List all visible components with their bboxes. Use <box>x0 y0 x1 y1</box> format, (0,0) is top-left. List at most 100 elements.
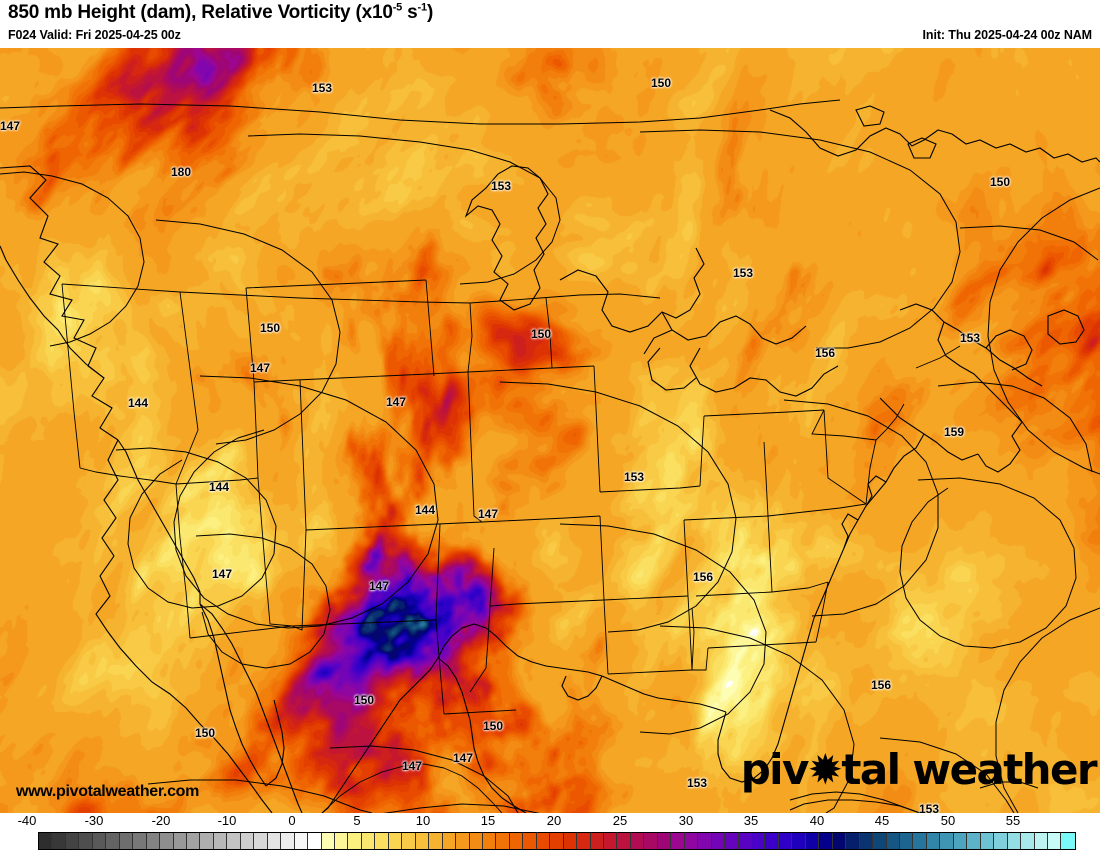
title-end-text: ) <box>426 2 434 23</box>
colorbar-cell <box>550 833 564 849</box>
colorbar-cell <box>456 833 470 849</box>
colorbar-cell <box>39 833 53 849</box>
colorbar-cell <box>415 833 430 849</box>
colorbar-cell <box>361 833 376 849</box>
colorbar-cell <box>523 833 537 849</box>
colorbar-cell <box>321 833 335 849</box>
site-url-watermark: www.pivotalweather.com <box>16 783 200 800</box>
logo-suffix-text: tal weather <box>841 745 1097 794</box>
colorbar-cell <box>375 833 389 849</box>
coastlines-and-borders <box>0 106 1100 813</box>
title-main-text: 850 mb Height (dam), Relative Vorticity … <box>8 2 393 23</box>
colorbar-cell <box>429 833 443 849</box>
colorbar-cell <box>119 833 134 849</box>
colorbar-tick-label: -20 <box>151 813 171 828</box>
logo-prefix-text: piv <box>740 745 810 794</box>
colorbar-tick-label: 55 <box>1005 813 1021 828</box>
colorbar-cell <box>926 833 941 849</box>
colorbar-cell <box>805 833 820 849</box>
colorbar-cell <box>442 833 457 849</box>
colorbar-cell <box>160 833 174 849</box>
colorbar-cell <box>792 833 806 849</box>
title-middle-text: s <box>402 2 418 23</box>
colorbar-cell <box>186 833 201 849</box>
colorbar-cell <box>267 833 282 849</box>
colorbar-cell <box>873 833 887 849</box>
map-header: 850 mb Height (dam), Relative Vorticity … <box>0 0 1100 48</box>
asterisk-icon: ✹ <box>807 745 843 794</box>
colorbar-cell <box>213 833 228 849</box>
colorbar-tick-label: 35 <box>743 813 759 828</box>
colorbar-cell <box>967 833 981 849</box>
colorbar-cell <box>913 833 927 849</box>
colorbar-cell <box>65 833 80 849</box>
colorbar-cell <box>604 833 618 849</box>
colorbar-tick-label: -10 <box>217 813 237 828</box>
colorbar-cell <box>738 833 753 849</box>
colorbar-cell <box>832 833 847 849</box>
colorbar-cell <box>752 833 766 849</box>
colorbar-tick-label: -30 <box>84 813 104 828</box>
colorbar-cell <box>590 833 605 849</box>
colorbar-cell <box>940 833 954 849</box>
colorbar-cell <box>644 833 658 849</box>
colorbar-tick-label: 5 <box>353 813 361 828</box>
title-exponent-2: -1 <box>417 1 428 14</box>
colorbar-cell <box>725 833 739 849</box>
colorbar-cell <box>402 833 416 849</box>
colorbar-tick-label: 15 <box>480 813 496 828</box>
colorbar-cell <box>617 833 631 849</box>
colorbar-cell <box>240 833 255 849</box>
map-canvas[interactable]: 153 150 147 180 153 150 153 150 150 153 156 147 147 1… <box>0 48 1100 814</box>
colorbar-cell <box>886 833 900 849</box>
colorbar-cell <box>52 833 66 849</box>
colorbar-tick-label: 50 <box>940 813 956 828</box>
colorbar-cell <box>496 833 510 849</box>
colorbar-cell <box>980 833 995 849</box>
colorbar-cell <box>281 833 295 849</box>
colorbar-cell <box>563 833 578 849</box>
colorbar-cell <box>684 833 699 849</box>
colorbar-cell <box>79 833 93 849</box>
colorbar-tick-labels: -40 -30 -20 -10 0 5 10 15 20 25 30 35 40 45 50 55 <box>0 813 1100 831</box>
colorbar-cell <box>994 833 1008 849</box>
colorbar-cell <box>146 833 161 849</box>
valid-time-label: F024 Valid: Fri 2025-04-25 00z <box>8 28 181 42</box>
colorbar-cell <box>308 833 322 849</box>
colorbar-cell <box>106 833 120 849</box>
colorbar-cell <box>334 833 349 849</box>
colorbar-cell <box>254 833 268 849</box>
colorbar-tick-label: 25 <box>612 813 628 828</box>
title-exponent-1: -5 <box>392 1 403 14</box>
colorbar-cell <box>657 833 672 849</box>
colorbar-gradient[interactable] <box>38 832 1076 850</box>
page-title: 850 mb Height (dam), Relative Vorticity … <box>8 2 433 24</box>
colorbar-cell <box>388 833 403 849</box>
colorbar-cell <box>469 833 483 849</box>
colorbar-cell <box>711 833 726 849</box>
colorbar-tick-label: 40 <box>809 813 825 828</box>
colorbar-cell <box>1007 833 1022 849</box>
colorbar-cell <box>294 833 309 849</box>
colorbar-cell <box>630 833 645 849</box>
colorbar-cell <box>1061 833 1075 849</box>
colorbar-cell <box>778 833 793 849</box>
colorbar-cell <box>227 833 241 849</box>
init-time-label: Init: Thu 2025-04-24 00z NAM <box>922 28 1093 42</box>
colorbar-cell <box>698 833 712 849</box>
pivotal-weather-logo: piv✹tal weather <box>741 745 1098 794</box>
colorbar-cell <box>671 833 685 849</box>
colorbar-cell <box>900 833 914 849</box>
colorbar-cell <box>1034 833 1048 849</box>
colorbar-cell <box>846 833 860 849</box>
colorbar-cell <box>1047 833 1062 849</box>
colorbar-tick-label: 30 <box>678 813 694 828</box>
colorbar-cell <box>577 833 591 849</box>
colorbar-cell <box>348 833 362 849</box>
colorbar-tick-label: 10 <box>415 813 431 828</box>
colorbar-cell <box>953 833 968 849</box>
colorbar-cell <box>765 833 779 849</box>
colorbar-cell <box>819 833 833 849</box>
colorbar-cell <box>509 833 524 849</box>
